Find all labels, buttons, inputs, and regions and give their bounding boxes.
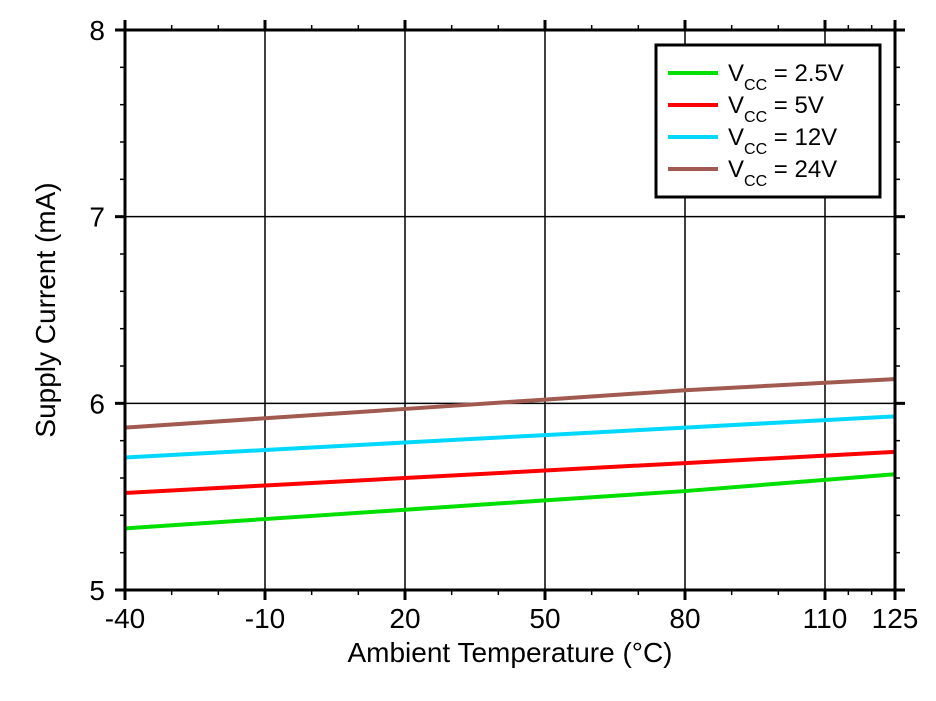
line-chart: -40 -10 20 50 80 110 125 5 6 7 8 Ambient Temperatur… — [0, 0, 936, 701]
xtick-label: 80 — [669, 603, 700, 634]
ytick-label: 5 — [89, 575, 105, 606]
ytick-label: 6 — [89, 388, 105, 419]
y-axis-label: Supply Current (mA) — [30, 182, 61, 437]
legend: VCC = 2.5VVCC = 5VVCC = 12VVCC = 24V — [656, 45, 880, 197]
x-axis-label: Ambient Temperature (°C) — [347, 637, 672, 668]
xtick-label: 50 — [529, 603, 560, 634]
xtick-label: 110 — [803, 603, 848, 634]
xtick-label: 125 — [872, 603, 919, 634]
chart-container: -40 -10 20 50 80 110 125 5 6 7 8 Ambient Temperatur… — [0, 0, 936, 701]
xtick-label: -10 — [245, 603, 285, 634]
xtick-label: -40 — [105, 603, 145, 634]
xtick-label: 20 — [389, 603, 420, 634]
ytick-label: 8 — [89, 15, 105, 46]
ytick-label: 7 — [89, 202, 105, 233]
